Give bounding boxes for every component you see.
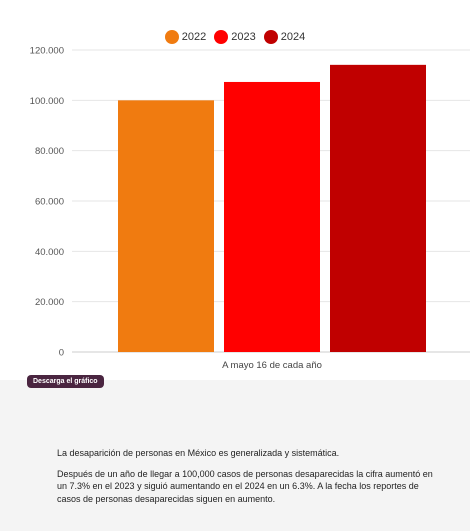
bar-2024 — [330, 64, 426, 353]
y-tick-label: 0 — [59, 348, 64, 359]
description-paragraph-1: La desaparición de personas en México es… — [57, 448, 340, 458]
y-tick-label: 100.000 — [30, 96, 64, 107]
bar-chart: 0 20.000 40.000 60.000 80.000 100.000 120.000 A… — [30, 46, 470, 371]
legend-swatch-2023 — [214, 30, 229, 44]
description-paragraph-2: Después de un año de llegar a 100,000 ca… — [57, 468, 433, 504]
legend-label-2023: 2023 — [231, 31, 256, 43]
bar-2023 — [224, 81, 320, 352]
download-chart-button[interactable]: Descarga el gráfico — [27, 375, 104, 388]
y-tick-label: 120.000 — [30, 46, 64, 57]
y-tick-label: 60.000 — [35, 197, 64, 208]
chart-legend: 2022 2023 2024 — [0, 30, 470, 44]
legend-item-2023[interactable]: 2023 — [214, 30, 256, 44]
bar-2022 — [118, 100, 214, 352]
legend-label-2022: 2022 — [181, 31, 207, 43]
y-tick-label: 40.000 — [35, 247, 64, 258]
legend-label-2024: 2024 — [280, 31, 306, 43]
x-axis-label: A mayo 16 de cada año — [222, 360, 322, 371]
legend-swatch-2024 — [263, 30, 278, 44]
y-tick-label: 20.000 — [35, 297, 64, 308]
y-tick-label: 80.000 — [35, 146, 64, 157]
legend-swatch-2022 — [164, 30, 179, 44]
chart-area: 2022 2023 2024 0 20.000 40.000 60.000 80.000… — [0, 0, 470, 380]
legend-item-2022[interactable]: 2022 — [164, 30, 207, 44]
legend-item-2024[interactable]: 2024 — [263, 30, 306, 44]
description-text: La desaparición de personas en México es… — [57, 447, 442, 513]
